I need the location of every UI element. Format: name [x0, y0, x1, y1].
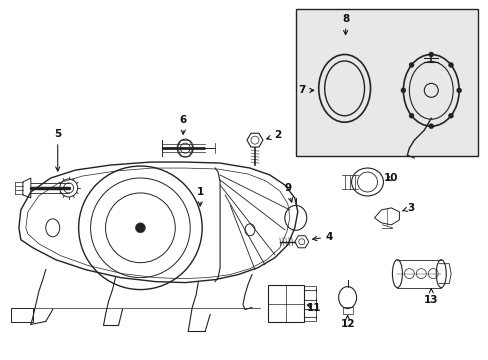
Ellipse shape [400, 88, 405, 93]
Text: 8: 8 [341, 14, 348, 35]
Text: 4: 4 [312, 232, 333, 242]
Circle shape [135, 223, 145, 233]
Ellipse shape [408, 113, 413, 118]
Text: 11: 11 [306, 302, 320, 312]
FancyBboxPatch shape [295, 9, 477, 156]
Text: 7: 7 [298, 85, 313, 95]
Text: 1: 1 [196, 187, 203, 206]
Ellipse shape [447, 63, 452, 67]
Text: 5: 5 [54, 129, 61, 171]
Text: 3: 3 [402, 203, 414, 213]
Text: 9: 9 [284, 183, 292, 202]
Text: 13: 13 [423, 289, 438, 305]
Ellipse shape [428, 124, 433, 129]
Text: 2: 2 [266, 130, 281, 140]
Ellipse shape [428, 52, 433, 57]
Text: 12: 12 [340, 316, 354, 329]
Ellipse shape [408, 63, 413, 67]
Text: 10: 10 [384, 173, 398, 183]
Ellipse shape [456, 88, 461, 93]
Ellipse shape [447, 113, 452, 118]
Text: 6: 6 [179, 115, 186, 134]
